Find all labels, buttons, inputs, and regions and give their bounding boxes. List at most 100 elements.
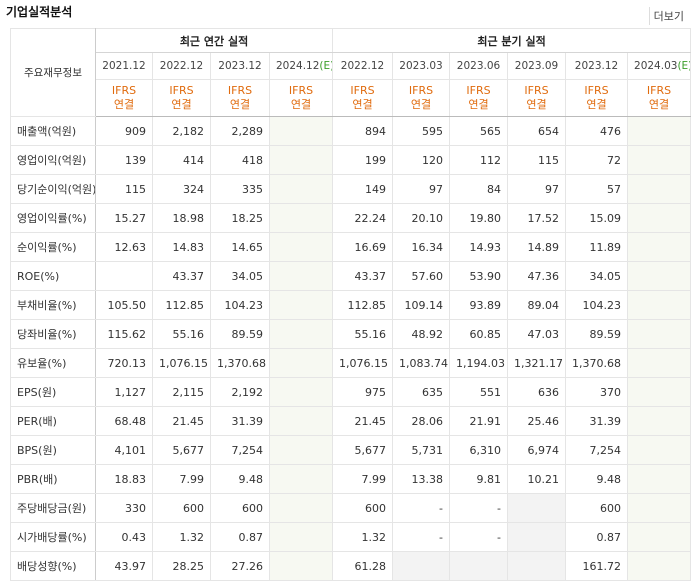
value-cell: 0.87 [565,522,629,552]
data-row: 시가배당률(%) 0.43 1.32 0.87 1.32- -0.87 [10,522,692,552]
value-cell: 25.46 [507,406,567,436]
value-cell: 34.05 [210,261,270,291]
value-cell: 149 [332,174,394,204]
value-cell [627,174,692,204]
period-header: 2021.12 [95,52,153,80]
value-cell: 21.45 [152,406,211,436]
value-cell [627,232,692,262]
value-cell [268,145,334,175]
value-cell: 600 [565,493,629,523]
value-cell: 894 [332,116,394,146]
basis: 연결 [352,98,373,111]
value-cell [627,203,692,233]
basis: 연결 [113,98,135,111]
value-cell: 0.87 [210,522,270,552]
basis: 연결 [586,98,607,111]
value-cell: 600 [332,493,394,523]
value-cell [268,522,334,552]
value-cell: 112.85 [332,290,394,320]
value-cell: 1,370.68 [565,348,629,378]
estimate-mark: (E) [677,60,689,72]
period-header: 2022.12 [332,52,394,80]
period-header: 2023.06 [449,52,509,80]
row-label: 순이익률(%) [10,232,96,262]
value-cell [268,232,334,262]
value-cell: 115 [507,145,567,175]
period: 2023.03 [399,60,443,72]
value-cell [627,348,692,378]
value-cell: 14.93 [449,232,509,262]
basis: 연결 [290,98,312,111]
value-cell: 28.06 [392,406,451,436]
value-cell: 636 [507,377,567,407]
value-cell: 1,076.15 [152,348,211,378]
value-cell [449,551,509,581]
standard: IFRS [288,84,314,97]
data-row: 영업이익(억원) 139 414 418 199 120 112 115 72 [10,145,692,175]
value-cell [268,464,334,494]
value-cell: 55.16 [332,319,394,349]
value-cell: 635 [392,377,451,407]
row-label: 배당성향(%) [10,551,96,581]
standard-header: IFRS 연결 [268,79,334,117]
value-cell: - [392,493,451,523]
value-cell [627,145,692,175]
value-cell: 104.23 [210,290,270,320]
value-cell: - [449,493,509,523]
value-cell: 11.89 [565,232,629,262]
value-cell [268,290,334,320]
value-cell: 105.50 [95,290,153,320]
row-label: PER(배) [10,406,96,436]
value-cell: 335 [210,174,270,204]
value-cell: 28.25 [152,551,211,581]
period: 2022.12 [159,60,204,72]
value-cell [627,261,692,291]
value-cell: 1,194.03 [449,348,509,378]
value-cell [268,319,334,349]
value-cell: 6,974 [507,435,567,465]
period-header: 2023.12 [210,52,270,80]
value-cell: 2,182 [152,116,211,146]
basis: 연결 [468,98,489,111]
value-cell [268,377,334,407]
row-label: EPS(원) [10,377,96,407]
period: 2023.12 [574,60,619,72]
row-label: 시가배당률(%) [10,522,96,552]
value-cell: 476 [565,116,629,146]
more-link[interactable]: 더보기 [648,7,688,25]
value-cell: 418 [210,145,270,175]
standard-header: IFRS 연결 [627,79,692,117]
value-cell: 115 [95,174,153,204]
period-header: 2023.03 [392,52,451,80]
value-cell: 20.10 [392,203,451,233]
value-cell: 5,677 [152,435,211,465]
value-cell: 7.99 [152,464,211,494]
value-cell: 9.48 [565,464,629,494]
row-label: 매출액(억원) [10,116,96,146]
value-cell: 61.28 [332,551,394,581]
value-cell: 43.37 [332,261,394,291]
value-cell: 48.92 [392,319,451,349]
period: 2023.09 [514,60,559,72]
value-cell: 57 [565,174,629,204]
group-header: 최근 연간 실적 [94,28,334,53]
value-cell: 16.69 [332,232,394,262]
value-cell: 31.39 [210,406,270,436]
value-cell [627,493,692,523]
row-label: ROE(%) [10,261,96,291]
value-cell: 9.48 [210,464,270,494]
value-cell [627,290,692,320]
value-cell [507,493,567,523]
value-cell [268,261,334,291]
value-cell: 7,254 [565,435,629,465]
value-cell: 324 [152,174,211,204]
row-label: PBR(배) [10,464,96,494]
value-cell: 14.83 [152,232,211,262]
standard-header: IFRS 연결 [449,79,509,117]
value-cell: 6,310 [449,435,509,465]
value-cell [627,406,692,436]
row-label: 당기순이익(억원) [10,174,96,204]
row-label: 부채비율(%) [10,290,96,320]
data-row: BPS(원) 4,101 5,677 7,254 5,677 5,731 6,310 6,97… [10,435,692,465]
